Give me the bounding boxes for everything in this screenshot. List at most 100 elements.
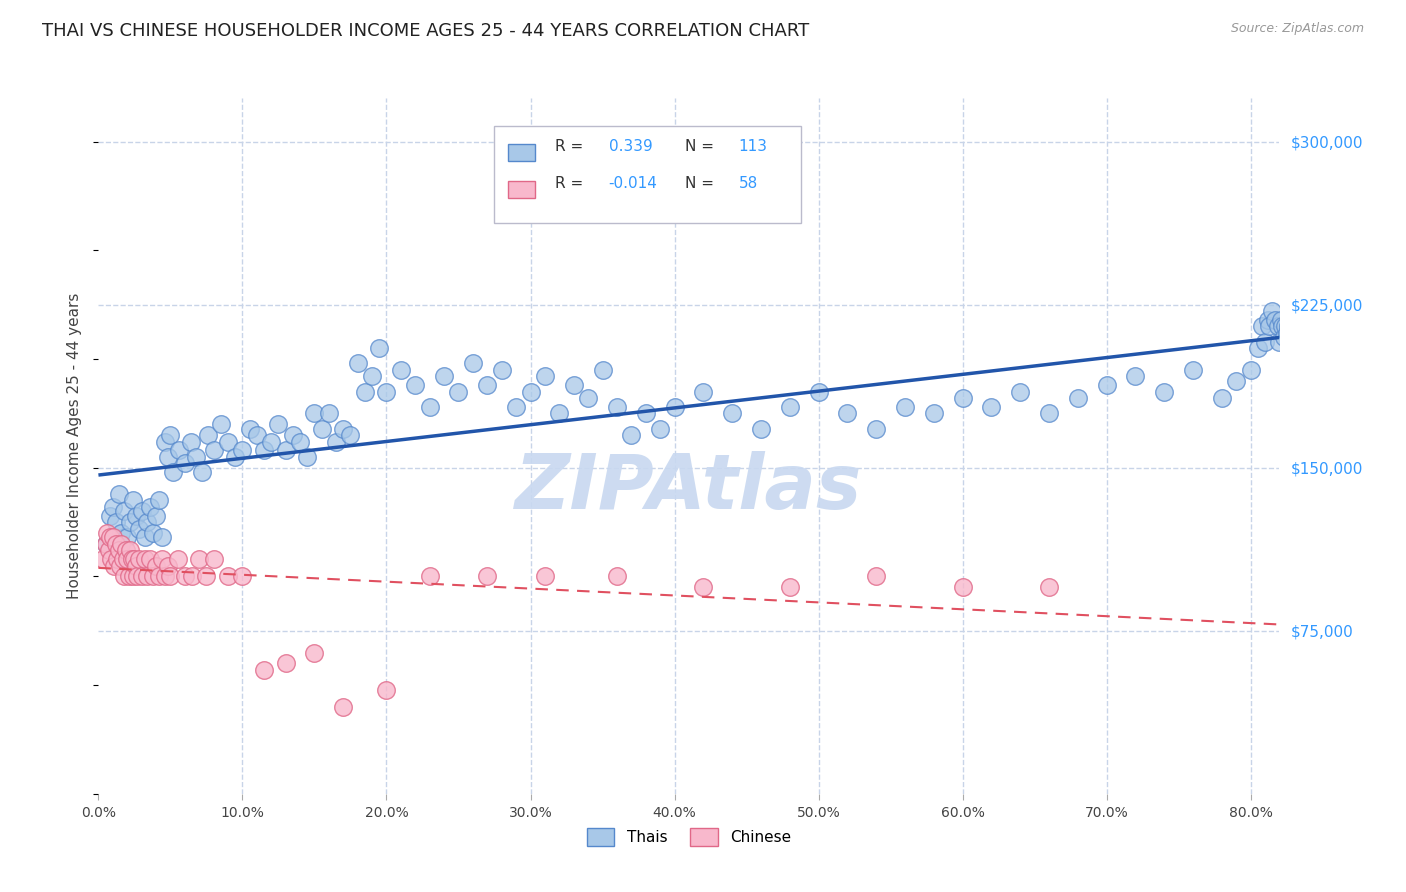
Point bbox=[111, 552, 134, 566]
Point bbox=[162, 465, 184, 479]
Point bbox=[128, 552, 150, 566]
FancyBboxPatch shape bbox=[494, 126, 801, 223]
Point bbox=[173, 457, 195, 471]
Point bbox=[97, 543, 120, 558]
Point bbox=[447, 384, 470, 399]
Point bbox=[118, 569, 141, 583]
Point bbox=[153, 434, 176, 449]
Point bbox=[101, 500, 124, 514]
Point bbox=[121, 552, 143, 566]
Point bbox=[692, 580, 714, 594]
Bar bbox=[508, 180, 534, 198]
Point bbox=[620, 428, 643, 442]
Point bbox=[136, 569, 159, 583]
Point bbox=[664, 400, 686, 414]
Point bbox=[96, 526, 118, 541]
Point bbox=[297, 450, 319, 464]
Point bbox=[267, 417, 290, 432]
Point bbox=[332, 699, 354, 714]
Point bbox=[606, 569, 628, 583]
Point bbox=[120, 543, 142, 558]
Point bbox=[166, 552, 188, 566]
Point bbox=[562, 378, 585, 392]
Point bbox=[124, 552, 146, 566]
Point bbox=[145, 508, 167, 523]
Point bbox=[779, 580, 801, 594]
Point bbox=[156, 558, 179, 573]
Point bbox=[112, 504, 135, 518]
Point bbox=[375, 682, 398, 697]
Point bbox=[131, 569, 153, 583]
Legend: Thais, Chinese: Thais, Chinese bbox=[581, 822, 797, 853]
Point bbox=[125, 558, 148, 573]
Point bbox=[461, 356, 484, 370]
Point bbox=[952, 391, 974, 405]
Point bbox=[173, 569, 195, 583]
Point bbox=[1240, 363, 1263, 377]
Point bbox=[274, 443, 297, 458]
Point bbox=[156, 450, 179, 464]
Point bbox=[1279, 319, 1302, 334]
Point bbox=[134, 530, 156, 544]
Point bbox=[107, 543, 129, 558]
Point bbox=[94, 537, 117, 551]
Point bbox=[419, 569, 441, 583]
Point bbox=[217, 434, 239, 449]
Text: 0.339: 0.339 bbox=[609, 139, 652, 154]
Point bbox=[134, 552, 156, 566]
Y-axis label: Householder Income Ages 25 - 44 years: Householder Income Ages 25 - 44 years bbox=[67, 293, 83, 599]
Point bbox=[1251, 319, 1274, 334]
Point bbox=[94, 537, 117, 551]
Point bbox=[346, 356, 368, 370]
Point bbox=[150, 530, 173, 544]
Point bbox=[103, 558, 125, 573]
Point bbox=[1261, 304, 1284, 318]
Point bbox=[115, 552, 138, 566]
Point bbox=[1010, 384, 1032, 399]
Point bbox=[1038, 406, 1060, 420]
Point bbox=[224, 450, 246, 464]
Point bbox=[1254, 334, 1277, 349]
Point bbox=[325, 434, 347, 449]
Point bbox=[98, 508, 121, 523]
Point bbox=[477, 569, 499, 583]
Point bbox=[1225, 374, 1247, 388]
Point bbox=[721, 406, 744, 420]
Point bbox=[101, 530, 124, 544]
Point bbox=[491, 363, 513, 377]
Text: THAI VS CHINESE HOUSEHOLDER INCOME AGES 25 - 44 YEARS CORRELATION CHART: THAI VS CHINESE HOUSEHOLDER INCOME AGES … bbox=[42, 22, 810, 40]
Point bbox=[246, 428, 269, 442]
Point bbox=[1153, 384, 1175, 399]
Point bbox=[112, 569, 135, 583]
Point bbox=[354, 384, 377, 399]
Point bbox=[148, 569, 170, 583]
Point bbox=[1264, 313, 1286, 327]
Point bbox=[100, 552, 122, 566]
Point bbox=[260, 434, 283, 449]
Text: ZIPAtlas: ZIPAtlas bbox=[515, 450, 863, 524]
Point bbox=[1258, 319, 1281, 334]
Point bbox=[104, 515, 127, 529]
Point bbox=[105, 552, 128, 566]
Point bbox=[288, 434, 311, 449]
Point bbox=[433, 369, 456, 384]
Point bbox=[191, 465, 214, 479]
Point bbox=[332, 422, 354, 436]
Point bbox=[318, 406, 340, 420]
Point bbox=[148, 493, 170, 508]
Text: R =: R = bbox=[555, 139, 589, 154]
Point bbox=[576, 391, 599, 405]
Point bbox=[98, 530, 121, 544]
Point bbox=[145, 558, 167, 573]
Point bbox=[807, 384, 830, 399]
Point bbox=[142, 526, 165, 541]
Point bbox=[110, 537, 132, 551]
Point bbox=[153, 569, 176, 583]
Point bbox=[1274, 319, 1296, 334]
Point bbox=[1271, 319, 1294, 334]
Point bbox=[202, 443, 225, 458]
Point bbox=[837, 406, 859, 420]
Point bbox=[505, 400, 527, 414]
Point bbox=[159, 428, 181, 442]
Point bbox=[368, 341, 391, 355]
